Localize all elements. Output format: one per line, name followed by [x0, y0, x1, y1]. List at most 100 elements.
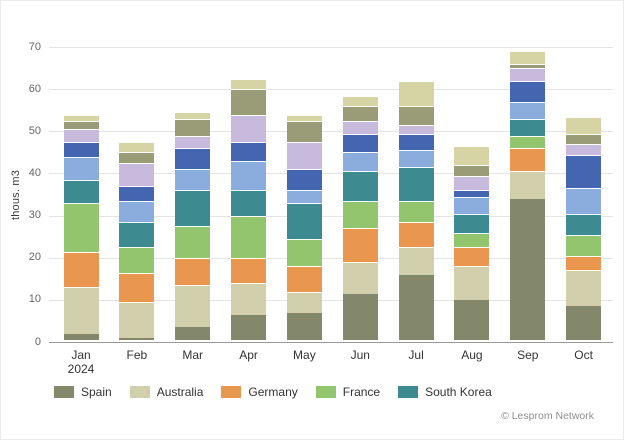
bar-segment-apr-south-korea[interactable] — [231, 190, 267, 216]
bar-segment-aug-france[interactable] — [454, 232, 490, 248]
bar-segment-feb-series-9[interactable] — [119, 152, 155, 163]
legend-item-germany[interactable]: Germany — [221, 385, 298, 399]
bar-segment-apr-france[interactable] — [231, 215, 267, 258]
bar-segment-aug-series-7[interactable] — [454, 190, 490, 197]
bar-segment-mar-germany[interactable] — [175, 257, 211, 286]
bar-segment-oct-series-9[interactable] — [566, 133, 602, 145]
bar-segment-oct-series-7[interactable] — [566, 154, 602, 189]
bar-segment-mar-series-6[interactable] — [175, 169, 211, 191]
bar-segment-jun-spain[interactable] — [342, 293, 378, 340]
bar-segment-jun-south-korea[interactable] — [342, 171, 378, 201]
bar-segment-oct-series-10[interactable] — [566, 116, 602, 134]
bar-segment-jul-series-7[interactable] — [398, 133, 434, 151]
legend-item-spain[interactable]: Spain — [54, 385, 112, 399]
bar-segment-jun-series-6[interactable] — [342, 152, 378, 172]
bar-segment-jun-series-9[interactable] — [342, 106, 378, 121]
bar-segment-feb-spain[interactable] — [119, 337, 155, 340]
bar-segment-jul-germany[interactable] — [398, 222, 434, 248]
bar-segment-apr-series-8[interactable] — [231, 114, 267, 142]
legend-item-france[interactable]: France — [315, 385, 380, 399]
bar-segment-feb-series-6[interactable] — [119, 200, 155, 222]
bar-segment-feb-series-10[interactable] — [119, 141, 155, 153]
bar-segment-may-series-10[interactable] — [286, 114, 322, 121]
legend-item-australia[interactable]: Australia — [129, 385, 203, 399]
bar-segment-jun-series-8[interactable] — [342, 120, 378, 134]
bar-segment-feb-france[interactable] — [119, 247, 155, 273]
bar-segment-mar-spain[interactable] — [175, 327, 211, 340]
bar-segment-may-series-7[interactable] — [286, 169, 322, 191]
bar-segment-sep-south-korea[interactable] — [510, 118, 546, 136]
bar-segment-jan-spain[interactable] — [63, 333, 99, 340]
bar-segment-aug-australia[interactable] — [454, 266, 490, 300]
bar-segment-oct-spain[interactable] — [566, 306, 602, 340]
bar-segment-apr-series-6[interactable] — [231, 160, 267, 191]
bar-segment-may-france[interactable] — [286, 238, 322, 267]
bar-segment-mar-series-10[interactable] — [175, 112, 211, 119]
bar-segment-may-series-6[interactable] — [286, 190, 322, 204]
bar-segment-jan-series-6[interactable] — [63, 156, 99, 180]
bar-segment-jan-south-korea[interactable] — [63, 179, 99, 204]
bar-segment-oct-series-6[interactable] — [566, 188, 602, 214]
bar-segment-jul-series-8[interactable] — [398, 125, 434, 134]
bar-segment-aug-south-korea[interactable] — [454, 213, 490, 233]
bar-segment-aug-series-10[interactable] — [454, 146, 490, 166]
bar-segment-oct-south-korea[interactable] — [566, 213, 602, 235]
bar-segment-may-south-korea[interactable] — [286, 203, 322, 239]
bar-segment-jan-series-9[interactable] — [63, 120, 99, 130]
bar-segment-may-germany[interactable] — [286, 266, 322, 292]
bar-segment-sep-series-8[interactable] — [510, 68, 546, 81]
bar-segment-may-spain[interactable] — [286, 312, 322, 340]
bar-segment-oct-australia[interactable] — [566, 270, 602, 307]
bar-segment-sep-series-10[interactable] — [510, 51, 546, 64]
bar-segment-mar-france[interactable] — [175, 226, 211, 258]
bar-segment-jun-france[interactable] — [342, 200, 378, 229]
bar-segment-jul-france[interactable] — [398, 200, 434, 222]
bar-segment-jun-series-7[interactable] — [342, 133, 378, 153]
bar-segment-jul-series-10[interactable] — [398, 80, 434, 107]
bar-segment-aug-series-8[interactable] — [454, 175, 490, 191]
bar-segment-mar-australia[interactable] — [175, 285, 211, 328]
bar-segment-jan-series-8[interactable] — [63, 129, 99, 142]
bar-segment-may-australia[interactable] — [286, 291, 322, 313]
bar-segment-jul-spain[interactable] — [398, 274, 434, 340]
bar-segment-jul-series-6[interactable] — [398, 150, 434, 168]
bar-segment-feb-australia[interactable] — [119, 302, 155, 338]
bar-segment-oct-germany[interactable] — [566, 255, 602, 271]
bar-segment-mar-south-korea[interactable] — [175, 190, 211, 227]
bar-segment-jun-germany[interactable] — [342, 228, 378, 263]
bar-segment-feb-germany[interactable] — [119, 272, 155, 303]
bar-segment-jul-south-korea[interactable] — [398, 167, 434, 201]
bar-segment-apr-australia[interactable] — [231, 283, 267, 315]
bar-segment-feb-series-8[interactable] — [119, 163, 155, 187]
bar-segment-sep-series-9[interactable] — [510, 63, 546, 69]
bar-segment-jan-france[interactable] — [63, 203, 99, 252]
bar-segment-apr-series-9[interactable] — [231, 89, 267, 115]
bar-segment-mar-series-8[interactable] — [175, 135, 211, 149]
bar-segment-sep-france[interactable] — [510, 135, 546, 149]
bar-segment-jan-australia[interactable] — [63, 287, 99, 334]
bar-segment-mar-series-9[interactable] — [175, 118, 211, 136]
bar-segment-sep-series-6[interactable] — [510, 101, 546, 119]
bar-segment-sep-series-7[interactable] — [510, 80, 546, 102]
bar-segment-aug-spain[interactable] — [454, 299, 490, 340]
bar-segment-aug-series-9[interactable] — [454, 165, 490, 176]
bar-segment-jul-australia[interactable] — [398, 247, 434, 275]
bar-segment-jun-australia[interactable] — [342, 262, 378, 294]
bar-segment-aug-series-6[interactable] — [454, 196, 490, 214]
bar-segment-jun-series-10[interactable] — [342, 95, 378, 107]
bar-segment-may-series-9[interactable] — [286, 120, 322, 142]
bar-segment-jan-series-10[interactable] — [63, 114, 99, 121]
bar-segment-sep-spain[interactable] — [510, 198, 546, 340]
bar-segment-aug-germany[interactable] — [454, 247, 490, 267]
bar-segment-jan-series-7[interactable] — [63, 141, 99, 157]
legend-item-south-korea[interactable]: South Korea — [398, 385, 492, 399]
bar-segment-feb-series-7[interactable] — [119, 186, 155, 201]
bar-segment-jan-germany[interactable] — [63, 251, 99, 288]
bar-segment-apr-series-10[interactable] — [231, 78, 267, 90]
bar-segment-apr-germany[interactable] — [231, 257, 267, 284]
bar-segment-jul-series-9[interactable] — [398, 106, 434, 126]
bar-segment-sep-germany[interactable] — [510, 148, 546, 172]
bar-segment-sep-australia[interactable] — [510, 171, 546, 199]
bar-segment-mar-series-7[interactable] — [175, 148, 211, 170]
bar-segment-apr-series-7[interactable] — [231, 141, 267, 161]
